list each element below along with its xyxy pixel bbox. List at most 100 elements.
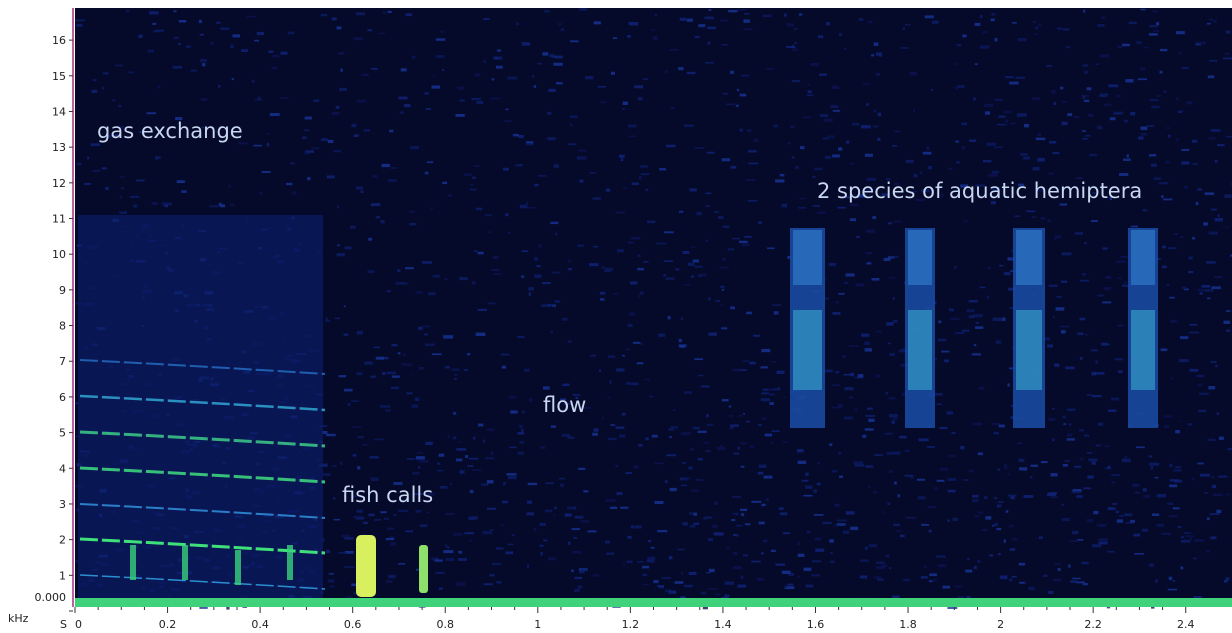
noise [1161, 195, 1164, 198]
noise [814, 167, 823, 171]
noise [844, 387, 854, 391]
noise [829, 539, 834, 543]
noise [829, 443, 833, 447]
noise [825, 155, 831, 159]
noise [1208, 231, 1218, 235]
noise [983, 496, 988, 499]
noise [386, 290, 391, 293]
noise [771, 360, 777, 363]
noise [721, 44, 728, 46]
noise [534, 183, 539, 187]
noise [628, 124, 637, 128]
noise [442, 181, 448, 185]
noise [231, 78, 235, 81]
noise [679, 17, 687, 21]
noise [1167, 588, 1178, 591]
noise [665, 277, 675, 281]
noise [654, 500, 664, 505]
noise [967, 558, 970, 560]
noise [843, 373, 852, 376]
noise [891, 144, 898, 147]
noise [246, 15, 256, 18]
noise [1098, 538, 1108, 541]
noise [1030, 476, 1033, 479]
noise [845, 273, 855, 277]
noise [875, 330, 882, 333]
noise [745, 178, 756, 182]
noise [892, 418, 898, 421]
noise [266, 142, 270, 147]
noise [490, 451, 494, 455]
noise [162, 202, 172, 206]
noise [1213, 19, 1218, 23]
noise [307, 176, 311, 181]
noise [1149, 98, 1159, 102]
noise [640, 165, 648, 168]
noise [186, 45, 191, 48]
noise [1177, 526, 1182, 528]
noise [146, 112, 157, 115]
noise [604, 267, 614, 272]
noise [637, 267, 644, 271]
noise [1125, 79, 1134, 83]
noise [118, 105, 122, 108]
y-tick-label: 11 [52, 213, 66, 226]
noise [1184, 288, 1189, 291]
noise [706, 424, 714, 426]
noise [901, 392, 906, 397]
noise [489, 528, 494, 531]
noise [1072, 530, 1079, 535]
noise [360, 190, 364, 194]
noise [125, 9, 130, 13]
noise [963, 478, 969, 482]
noise [1072, 489, 1082, 493]
noise [1150, 465, 1154, 470]
noise [885, 392, 888, 395]
noise [661, 577, 671, 580]
noise [579, 8, 588, 11]
noise [454, 373, 458, 377]
noise [813, 489, 817, 493]
noise [936, 186, 941, 190]
noise [1181, 148, 1190, 152]
noise [813, 514, 824, 516]
noise [1189, 323, 1198, 326]
noise [1107, 506, 1116, 511]
noise [119, 211, 128, 214]
noise [762, 14, 772, 18]
noise [399, 111, 404, 114]
noise [798, 206, 806, 209]
noise [510, 410, 518, 414]
noise [574, 506, 577, 510]
noise [858, 18, 864, 21]
noise [398, 509, 408, 513]
noise [663, 231, 674, 234]
noise [857, 374, 864, 378]
noise [888, 414, 898, 418]
noise [119, 195, 123, 199]
noise [1004, 76, 1014, 79]
noise [651, 434, 658, 438]
noise [798, 13, 803, 16]
noise [704, 16, 714, 20]
noise [939, 426, 948, 429]
noise [749, 445, 755, 448]
noise [737, 8, 747, 11]
call [419, 545, 428, 593]
noise [767, 388, 774, 391]
noise [1215, 364, 1218, 368]
noise [927, 505, 936, 509]
noise [356, 372, 363, 376]
noise [999, 575, 1008, 579]
noise [687, 262, 695, 266]
noise [173, 36, 180, 39]
noise [425, 343, 435, 346]
noise [549, 54, 555, 58]
noise [515, 22, 520, 26]
noise [610, 506, 618, 509]
noise [1124, 513, 1133, 517]
noise [794, 42, 798, 44]
noise [577, 585, 583, 589]
noise [1192, 236, 1195, 240]
noise [637, 97, 643, 101]
